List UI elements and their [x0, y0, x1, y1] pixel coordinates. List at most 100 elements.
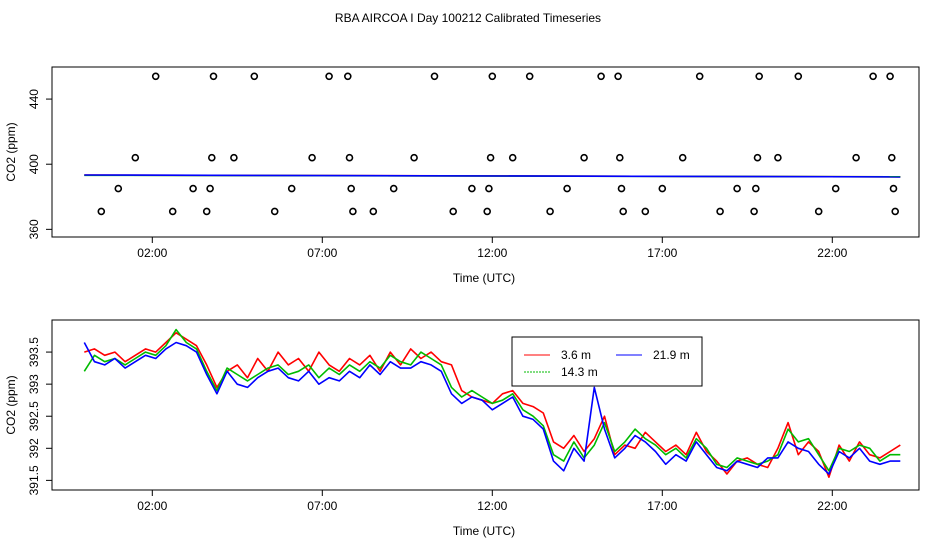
- data-point-4: [168, 207, 177, 216]
- data-point-20: [369, 207, 378, 216]
- data-point-14: [308, 153, 316, 162]
- data-point-36: [614, 72, 622, 81]
- panel-bottom-y-axis: 391.5 392 392.5 393 393.5: [27, 337, 52, 495]
- panel-top-x-axis: 02:00 07:00 12:00 17:00 22:00: [137, 236, 848, 260]
- panel-bottom-x-label: Time (UTC): [453, 524, 515, 538]
- data-point-3: [151, 72, 160, 81]
- data-point-17: [345, 153, 354, 162]
- data-point-21: [389, 184, 398, 193]
- data-point-56: [886, 72, 894, 81]
- data-point-53: [831, 184, 840, 193]
- data-point-49: [755, 72, 764, 81]
- data-point-19: [349, 207, 357, 216]
- data-point-55: [869, 72, 877, 81]
- series-line-2: [84, 174, 901, 178]
- data-point-39: [619, 207, 628, 216]
- data-point-42: [678, 153, 687, 162]
- data-point-23: [430, 72, 439, 81]
- data-point-35: [597, 72, 605, 81]
- data-point-32: [546, 207, 554, 216]
- data-point-13: [287, 184, 296, 193]
- data-point-30: [508, 153, 517, 162]
- panel-bottom-y-label: CO2 (ppm): [4, 375, 18, 434]
- data-point-2: [131, 153, 140, 162]
- x-tick-label-0: 02:00: [137, 246, 167, 260]
- data-point-58: [889, 184, 898, 193]
- x-tick-label-2: 12:00: [477, 246, 507, 260]
- data-point-48: [753, 153, 762, 162]
- x-tick-label-1: 07:00: [307, 246, 337, 260]
- x-tick-label-2: 12:00: [477, 499, 507, 513]
- data-point-8: [208, 153, 216, 162]
- data-point-12: [270, 207, 279, 216]
- x-tick-label-3: 17:00: [647, 499, 677, 513]
- data-point-7: [206, 184, 214, 193]
- data-point-10: [230, 153, 238, 162]
- data-point-6: [202, 207, 211, 216]
- data-point-54: [852, 153, 860, 162]
- y-tick-label-393-5: 393.5: [27, 337, 41, 367]
- y-tick-label-392: 392: [27, 438, 41, 458]
- figure-title: RBA AIRCOA I Day 100212 Calibrated Times…: [335, 11, 601, 25]
- data-point-50: [774, 153, 782, 162]
- data-point-46: [750, 207, 758, 216]
- data-point-31: [525, 72, 534, 81]
- data-point-5: [189, 184, 197, 193]
- data-point-47: [751, 184, 760, 193]
- data-point-43: [695, 72, 704, 81]
- legend-label-14-3m: 14.3 m: [561, 365, 598, 379]
- x-tick-label-1: 07:00: [307, 499, 337, 513]
- y-tick-label-391-5: 391.5: [27, 465, 41, 495]
- data-point-41: [658, 184, 667, 193]
- y-tick-label-392-5: 392.5: [27, 401, 41, 431]
- data-point-40: [641, 207, 650, 216]
- data-point-24: [449, 207, 458, 216]
- x-tick-label-4: 22:00: [817, 499, 847, 513]
- data-point-45: [733, 184, 741, 193]
- data-point-59: [891, 207, 900, 216]
- data-point-22: [410, 153, 418, 162]
- data-point-0: [97, 207, 106, 216]
- data-point-25: [468, 184, 476, 193]
- data-point-51: [794, 72, 803, 81]
- x-tick-label-0: 02:00: [137, 499, 167, 513]
- data-point-26: [483, 207, 492, 216]
- y-tick-label-440: 440: [27, 89, 41, 109]
- panel-top: 02:00 07:00 12:00 17:00 22:00 360 400 440 Time…: [4, 66, 920, 285]
- data-point-15: [325, 72, 333, 81]
- panel-bottom-x-axis: 02:00 07:00 12:00 17:00 22:00: [137, 489, 848, 513]
- data-point-44: [716, 207, 724, 216]
- data-point-57: [887, 153, 896, 162]
- legend-box: [511, 336, 703, 387]
- data-point-38: [617, 184, 626, 193]
- panel-top-series: [84, 174, 901, 178]
- legend: 3.6 m 14.3 m 21.9 m: [511, 336, 703, 387]
- panel-top-points: [97, 72, 900, 216]
- panel-top-y-axis: 360 400 440: [27, 89, 52, 239]
- y-tick-label-393: 393: [27, 374, 41, 394]
- x-tick-label-3: 17:00: [647, 246, 677, 260]
- panel-top-x-label: Time (UTC): [453, 271, 515, 285]
- panel-bottom-series: [83, 328, 901, 479]
- data-point-37: [615, 153, 624, 162]
- panel-top-y-label: CO2 (ppm): [4, 122, 18, 181]
- legend-label-3-6m: 3.6 m: [561, 348, 591, 362]
- data-point-9: [209, 72, 218, 81]
- panel-bottom: 02:00 07:00 12:00 17:00 22:00 391.5392392.53…: [4, 319, 920, 538]
- y-tick-label-360: 360: [27, 219, 41, 239]
- y-tick-label-400: 400: [27, 154, 41, 174]
- data-point-29: [488, 72, 497, 81]
- data-point-28: [486, 153, 495, 162]
- series-line-2: [83, 341, 901, 475]
- data-point-18: [347, 184, 356, 193]
- legend-label-21-9m: 21.9 m: [653, 348, 690, 362]
- data-point-34: [580, 153, 588, 162]
- data-point-27: [485, 184, 493, 193]
- data-point-1: [114, 184, 123, 193]
- data-point-33: [563, 184, 571, 193]
- data-point-16: [343, 72, 352, 81]
- x-tick-label-4: 22:00: [817, 246, 847, 260]
- data-point-52: [814, 207, 823, 216]
- data-point-11: [250, 72, 259, 81]
